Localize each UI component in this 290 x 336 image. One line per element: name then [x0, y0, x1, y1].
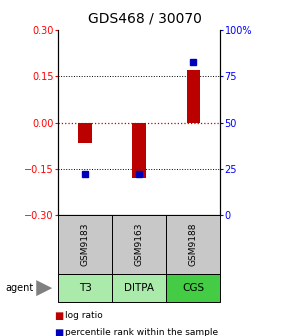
- Text: T3: T3: [79, 283, 92, 293]
- Text: log ratio: log ratio: [65, 311, 103, 320]
- Polygon shape: [36, 280, 52, 296]
- Text: GSM9183: GSM9183: [81, 223, 90, 266]
- Text: GSM9188: GSM9188: [189, 223, 198, 266]
- Text: DITPA: DITPA: [124, 283, 154, 293]
- Text: CGS: CGS: [182, 283, 204, 293]
- Text: ■: ■: [54, 328, 63, 336]
- Text: ■: ■: [54, 311, 63, 321]
- Bar: [133, 123, 146, 178]
- Text: GSM9163: GSM9163: [135, 223, 144, 266]
- Bar: [78, 123, 92, 143]
- Text: GDS468 / 30070: GDS468 / 30070: [88, 12, 202, 26]
- Text: agent: agent: [6, 283, 34, 293]
- Text: percentile rank within the sample: percentile rank within the sample: [65, 328, 218, 336]
- Bar: [186, 70, 200, 123]
